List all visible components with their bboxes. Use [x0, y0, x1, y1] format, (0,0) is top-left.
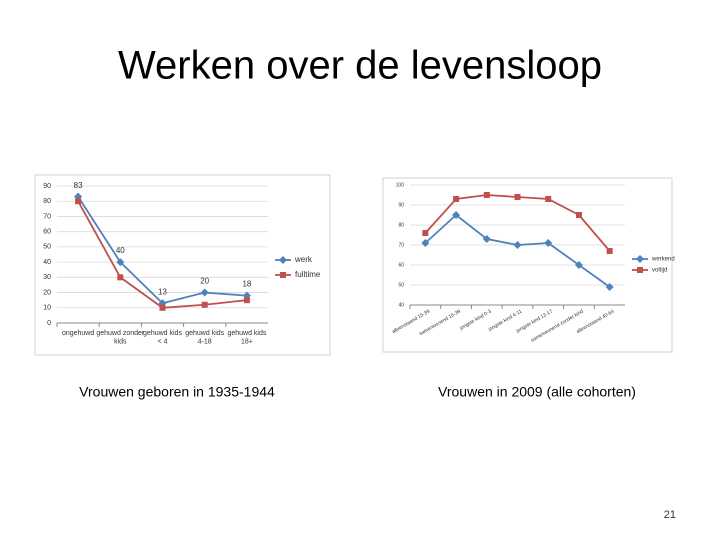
- legend-marker: [637, 267, 643, 273]
- slide-title: Werken over de levensloop: [118, 44, 602, 88]
- point: [422, 230, 429, 236]
- point: [116, 258, 125, 267]
- legend-marker: [280, 272, 286, 278]
- y-tick-label: 80: [398, 222, 404, 228]
- legend-label: voltijd: [652, 268, 667, 274]
- point: [159, 304, 166, 311]
- point: [453, 196, 460, 202]
- y-tick-label: 70: [43, 213, 51, 220]
- chart-caption: Vrouwen geboren in 1935-1944: [79, 384, 275, 400]
- point: [513, 241, 522, 249]
- chart-caption: Vrouwen in 2009 (alle cohorten): [438, 384, 636, 400]
- point: [117, 274, 124, 281]
- legend-label: werk: [294, 255, 313, 264]
- point: [200, 288, 209, 297]
- legend-marker: [279, 256, 287, 264]
- y-tick-label: 30: [43, 274, 51, 281]
- y-tick-label: 0: [47, 320, 51, 327]
- y-tick-label: 50: [398, 282, 404, 288]
- x-tick-label: ongehuwd: [62, 330, 94, 337]
- legend-label: werkend: [651, 257, 675, 263]
- data-label: 83: [74, 181, 83, 190]
- point: [544, 239, 553, 247]
- y-tick-label: 60: [398, 262, 404, 268]
- y-tick-label: 60: [43, 229, 51, 236]
- y-tick-label: 20: [43, 289, 51, 296]
- point: [483, 192, 490, 198]
- x-tick-label: gehuwd kids < 4: [143, 330, 182, 345]
- y-tick-label: 40: [43, 259, 51, 266]
- page-number: 21: [664, 509, 676, 521]
- y-tick-label: 70: [398, 242, 404, 248]
- point: [75, 198, 82, 205]
- y-tick-label: 100: [396, 182, 405, 188]
- point: [514, 194, 521, 200]
- y-tick-label: 50: [43, 244, 51, 251]
- x-tick-label: gehuwd kids 18+: [227, 330, 266, 345]
- point: [421, 239, 430, 247]
- y-tick-label: 90: [43, 183, 51, 190]
- data-label: 40: [116, 246, 125, 255]
- legend-label: fulltime: [295, 270, 321, 279]
- point: [452, 211, 461, 219]
- point: [605, 283, 614, 291]
- legend-marker: [636, 255, 644, 263]
- y-tick-label: 10: [43, 305, 51, 312]
- y-tick-label: 90: [398, 202, 404, 208]
- point: [574, 261, 583, 269]
- y-tick-label: 80: [43, 198, 51, 205]
- point: [606, 248, 613, 254]
- x-tick-label: gehuwd zonder kids: [96, 330, 145, 345]
- data-label: 20: [200, 277, 209, 286]
- point: [575, 212, 582, 218]
- point: [243, 297, 250, 304]
- data-label: 18: [242, 280, 251, 289]
- x-tick-label: gehuwd kids 4-18: [185, 330, 224, 345]
- point: [482, 235, 491, 243]
- point: [201, 301, 208, 308]
- data-label: 13: [158, 287, 167, 296]
- y-tick-label: 40: [398, 302, 404, 308]
- point: [545, 196, 552, 202]
